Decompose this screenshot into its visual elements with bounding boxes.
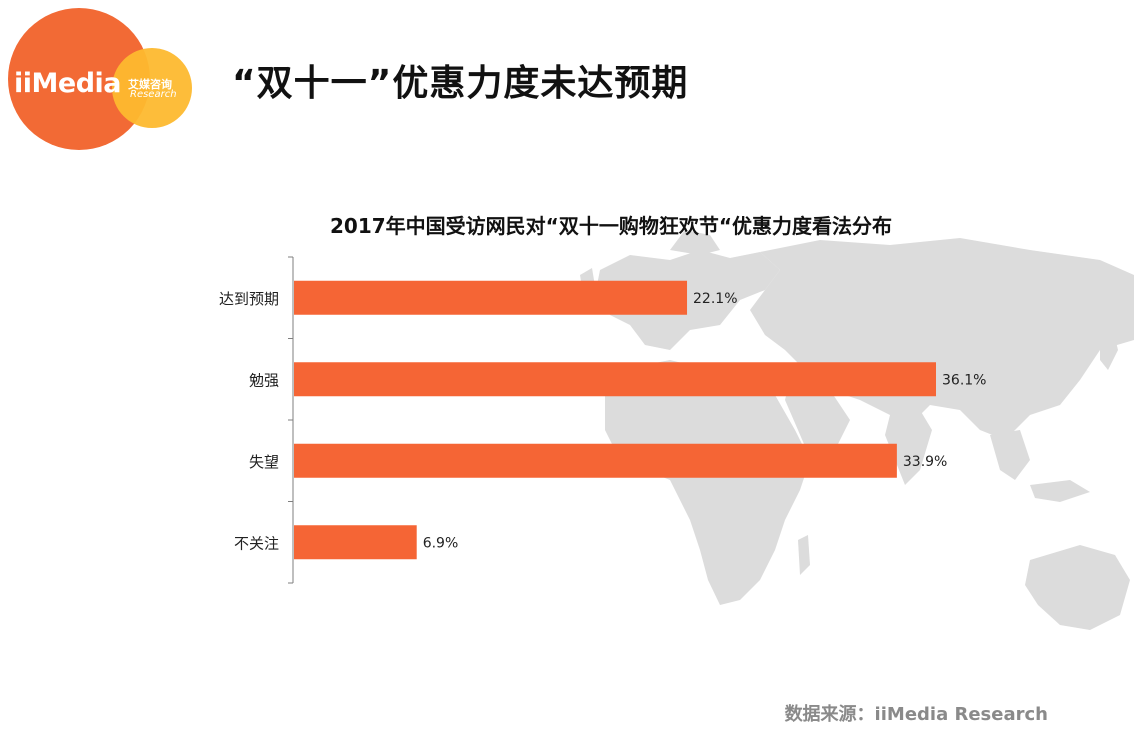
category-label: 勉强 [249,371,279,389]
data-label: 33.9% [903,454,947,470]
data-label: 22.1% [693,291,737,307]
bar [294,443,897,478]
data-label: 6.9% [423,535,459,551]
data-label: 36.1% [942,372,986,388]
data-source: 数据来源：iiMedia Research [784,704,1048,725]
category-label: 达到预期 [219,290,279,308]
logo-yellow-circle [112,48,192,128]
logo-wordmark: iiMedia [14,68,122,99]
category-label: 失望 [249,453,279,471]
logo-english-name: Research [130,89,177,100]
chart-title: 2017年中国受访网民对“双十一购物狂欢节“优惠力度看法分布 [330,214,892,238]
bar [294,362,936,397]
logo-chinese-name: 艾媒咨询 [128,78,172,91]
bar [294,280,688,315]
category-label: 不关注 [234,534,279,552]
brand-logo: iiMedia 艾媒咨询 Research [8,8,208,153]
bar [294,525,417,560]
page-title: “双十一”优惠力度未达预期 [232,63,689,104]
